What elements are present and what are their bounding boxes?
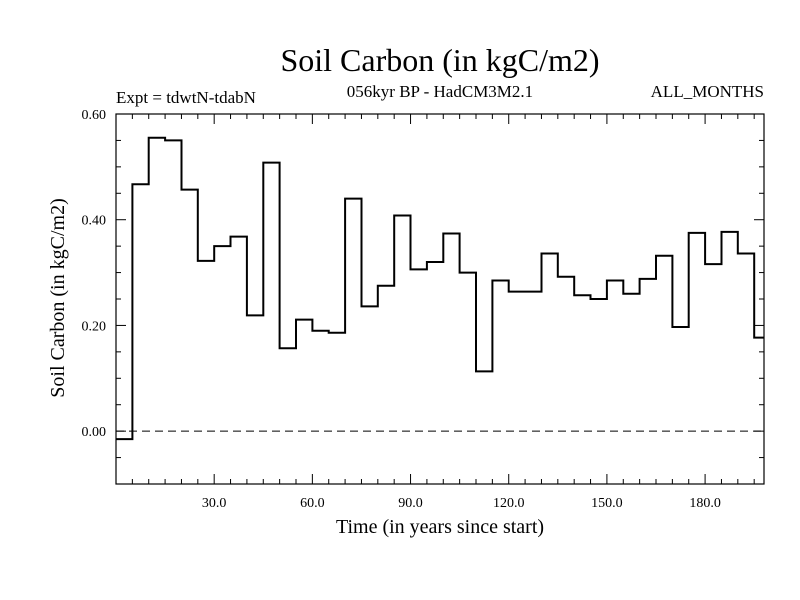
x-tick-label: 90.0	[398, 496, 423, 511]
y-tick-label: 0.00	[82, 425, 107, 440]
soil-carbon-series-line	[116, 136, 764, 441]
x-tick-label: 150.0	[591, 496, 623, 511]
y-tick-label: 0.40	[82, 214, 107, 229]
period-label: 056kyr BP - HadCM3M2.1	[347, 82, 533, 101]
axis-ticks	[116, 113, 764, 484]
x-tick-label: 30.0	[202, 496, 227, 511]
x-axis-label: Time (in years since start)	[336, 516, 544, 538]
axis-tick-labels: 30.0 60.0 90.0 120.0 150.0 180.0 0.00 0.20 0.40 0…	[82, 108, 721, 511]
y-tick-label: 0.20	[82, 319, 107, 334]
y-axis-label: Soil Carbon (in kgC/m2)	[47, 198, 69, 397]
plot-frame	[115, 113, 765, 485]
x-tick-label: 180.0	[689, 496, 721, 511]
x-tick-label: 60.0	[300, 496, 325, 511]
y-tick-label: 0.60	[82, 108, 107, 123]
experiment-label: Expt = tdwtN-tdabN	[116, 88, 256, 107]
x-tick-label: 120.0	[493, 496, 525, 511]
chart-title: Soil Carbon (in kgC/m2)	[280, 42, 599, 78]
months-label: ALL_MONTHS	[651, 82, 764, 101]
